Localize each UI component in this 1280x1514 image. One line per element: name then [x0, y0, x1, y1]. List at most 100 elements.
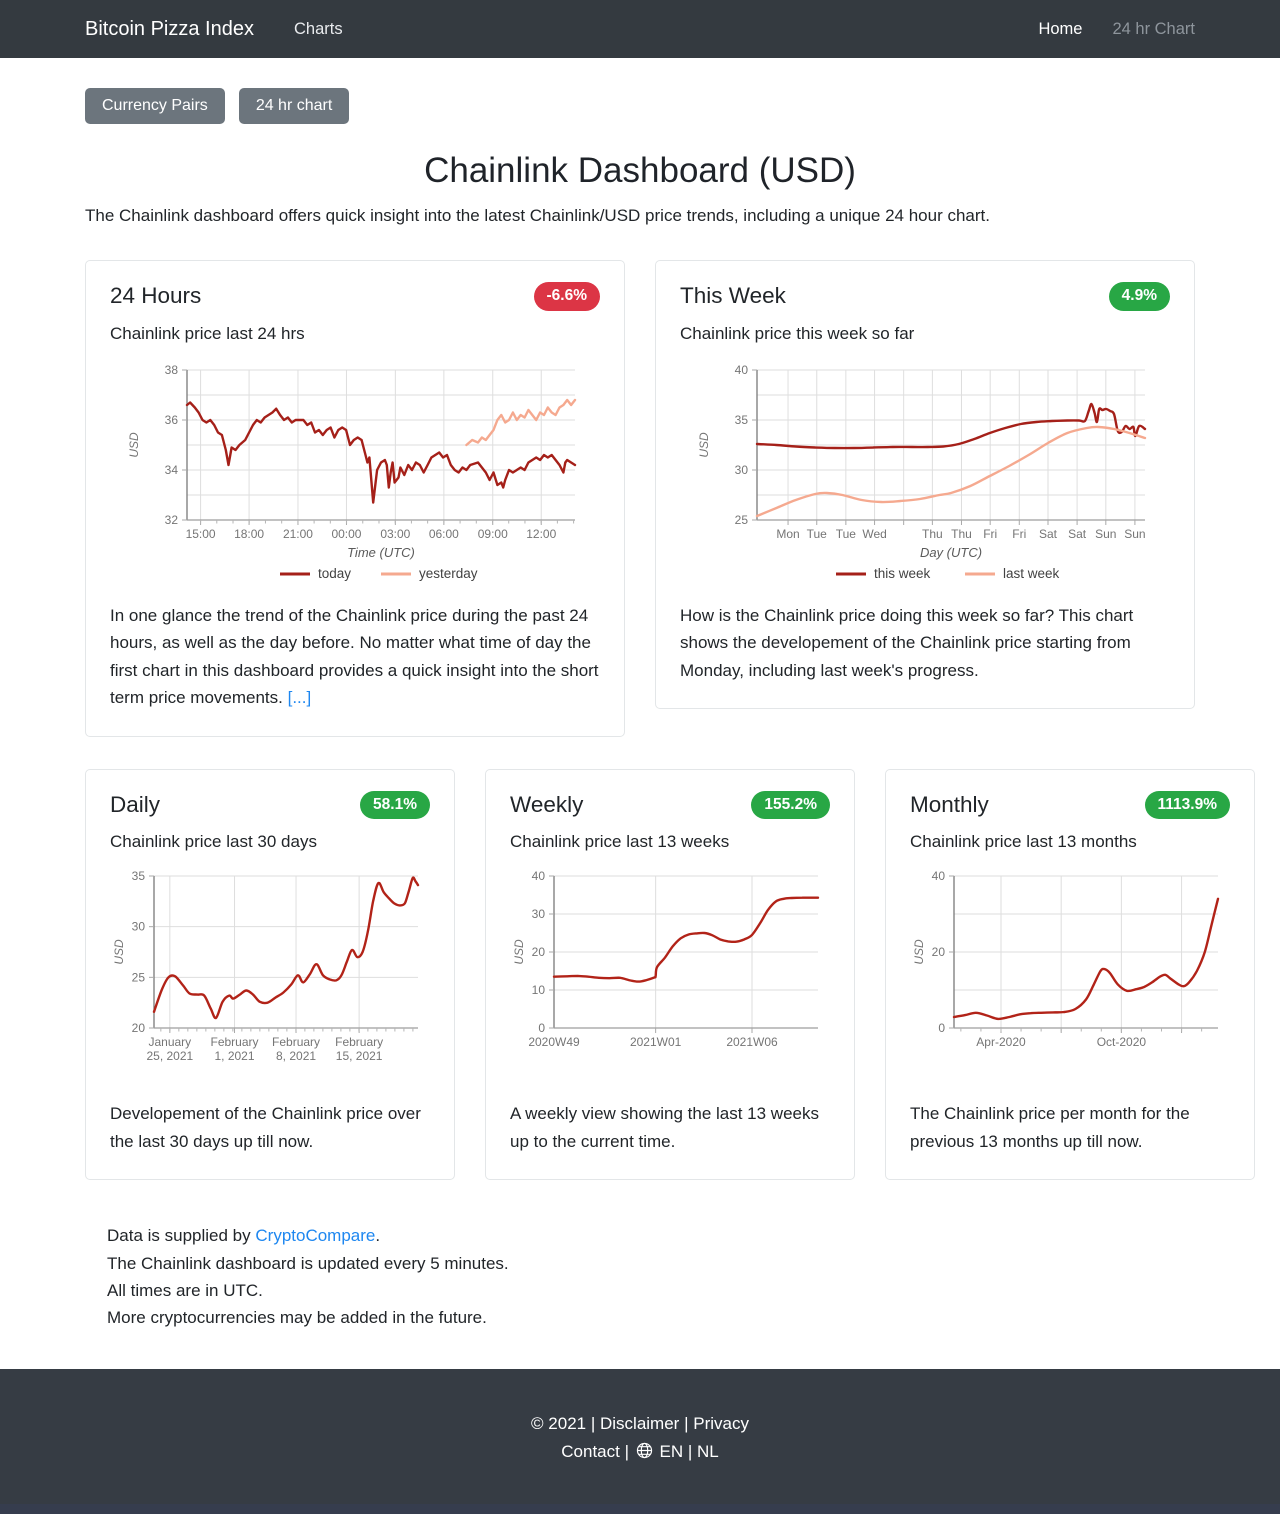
main-content: Currency Pairs 24 hr chart Chainlink Das… — [85, 88, 1255, 1331]
svg-text:Thu: Thu — [951, 527, 972, 541]
footer-line-1: © 2021 | Disclaimer | Privacy — [0, 1414, 1280, 1434]
globe-icon — [636, 1442, 653, 1464]
chart-this-week: 25 30 35 40 Mon Tue Tue Wed Thu Thu Fri Fri Sat Sat Su… — [697, 363, 1147, 581]
navbar: Bitcoin Pizza Index Charts Home 24 hr Ch… — [0, 0, 1280, 58]
card-subtitle-monthly: Chainlink price last 13 months — [910, 832, 1137, 852]
info-line-future: More cryptocurrencies may be added in th… — [107, 1307, 487, 1327]
svg-text:8, 2021: 8, 2021 — [276, 1049, 316, 1063]
svg-text:Sat: Sat — [1068, 527, 1087, 541]
separator: | — [590, 1414, 596, 1434]
svg-text:36: 36 — [165, 413, 179, 427]
change-badge-weekly: 155.2% — [751, 790, 830, 820]
svg-text:Tue: Tue — [836, 527, 857, 541]
svg-text:USD: USD — [512, 939, 526, 965]
svg-text:30: 30 — [735, 463, 749, 477]
svg-text:last week: last week — [1003, 566, 1060, 581]
svg-text:32: 32 — [165, 513, 179, 527]
card-this-week: This Week 4.9% Chainlink price this week… — [655, 260, 1195, 710]
svg-text:10: 10 — [532, 983, 546, 997]
svg-text:00:00: 00:00 — [331, 527, 361, 541]
separator: | — [624, 1442, 630, 1462]
nav-link-24hr-chart[interactable]: 24 hr Chart — [1112, 19, 1195, 38]
svg-text:today: today — [318, 566, 351, 581]
svg-text:Wed: Wed — [862, 527, 886, 541]
svg-text:2021W01: 2021W01 — [630, 1035, 682, 1049]
page-description: The Chainlink dashboard offers quick ins… — [85, 206, 990, 225]
disclaimer-link[interactable]: Disclaimer — [600, 1414, 680, 1434]
svg-text:20: 20 — [132, 1021, 146, 1035]
site-footer: © 2021 | Disclaimer | Privacy Contact | … — [0, 1369, 1280, 1505]
card-title-daily: Daily — [110, 792, 161, 818]
info-line-update: The Chainlink dashboard is updated every… — [107, 1253, 509, 1273]
currency-pairs-button[interactable]: Currency Pairs — [85, 88, 225, 124]
svg-text:40: 40 — [932, 869, 946, 883]
svg-text:Sun: Sun — [1095, 527, 1116, 541]
svg-text:34: 34 — [165, 463, 179, 477]
svg-text:USD: USD — [912, 939, 926, 965]
chart-24-hours: 32 34 36 38 15:00 18:00 21:00 00:00 03:00 06:00 09… — [127, 363, 577, 581]
card-subtitle-weekly: Chainlink price last 13 weeks — [510, 832, 730, 852]
svg-text:25: 25 — [735, 513, 749, 527]
chart-weekly: 0 10 20 30 40 2020W49 2021W01 2021W06 USD — [512, 869, 820, 1049]
card-daily: Daily 58.1% Chainlink price last 30 days… — [85, 768, 455, 1181]
svg-text:Sun: Sun — [1124, 527, 1145, 541]
change-badge-daily: 58.1% — [360, 790, 430, 820]
card-title-weekly: Weekly — [510, 792, 584, 818]
contact-link[interactable]: Contact — [561, 1442, 620, 1462]
svg-text:Oct-2020: Oct-2020 — [1097, 1035, 1147, 1049]
svg-text:35: 35 — [132, 869, 146, 883]
svg-text:Thu: Thu — [922, 527, 943, 541]
svg-text:February: February — [272, 1035, 320, 1049]
svg-text:25, 2021: 25, 2021 — [146, 1049, 193, 1063]
svg-text:38: 38 — [165, 363, 179, 377]
svg-text:40: 40 — [735, 363, 749, 377]
info-text: . — [375, 1226, 381, 1246]
footer-line-2: Contact | EN | NL — [0, 1442, 1280, 1464]
24hr-chart-button[interactable]: 24 hr chart — [238, 88, 350, 124]
lang-nl-link[interactable]: NL — [697, 1442, 719, 1462]
card-description-text: In one glance the trend of the Chainlink… — [110, 605, 599, 708]
card-description-monthly: The Chainlink price per month for the pr… — [910, 1104, 1190, 1151]
change-badge-24-hours: -6.6% — [533, 282, 600, 311]
chart-monthly: 0 20 40 Apr-2020 Oct-2020 USD — [912, 869, 1220, 1049]
read-more-link[interactable]: [...] — [287, 688, 312, 708]
card-description-daily: Developement of the Chainlink price over… — [110, 1104, 421, 1151]
nav-link-home[interactable]: Home — [1038, 19, 1083, 38]
svg-text:1, 2021: 1, 2021 — [214, 1049, 254, 1063]
lang-en-link[interactable]: EN — [659, 1442, 684, 1462]
nav-link-charts[interactable]: Charts — [293, 19, 343, 38]
svg-text:21:00: 21:00 — [283, 527, 313, 541]
card-description-24-hours: In one glance the trend of the Chainlink… — [110, 602, 600, 712]
card-description-weekly: A weekly view showing the last 13 weeks … — [510, 1104, 819, 1151]
svg-text:this week: this week — [874, 566, 931, 581]
svg-text:15:00: 15:00 — [186, 527, 216, 541]
svg-text:15, 2021: 15, 2021 — [336, 1049, 383, 1063]
info-line-data-source: Data is supplied by CryptoCompare. — [107, 1222, 1195, 1249]
change-badge-monthly: 1113.9% — [1144, 790, 1230, 820]
card-title-24-hours: 24 Hours — [110, 283, 202, 309]
separator: | — [687, 1442, 693, 1462]
svg-text:Time (UTC): Time (UTC) — [347, 545, 415, 560]
svg-text:Fri: Fri — [1012, 527, 1026, 541]
brand-link[interactable]: Bitcoin Pizza Index — [85, 17, 254, 40]
svg-text:12:00: 12:00 — [526, 527, 556, 541]
cryptocompare-link[interactable]: CryptoCompare — [255, 1226, 376, 1246]
svg-text:February: February — [335, 1035, 383, 1049]
svg-text:Sat: Sat — [1039, 527, 1058, 541]
svg-text:25: 25 — [132, 971, 146, 985]
info-block: Data is supplied by CryptoCompare. The C… — [107, 1222, 1195, 1331]
svg-text:yesterday: yesterday — [419, 566, 478, 581]
bottom-accent-strip — [0, 1504, 1280, 1514]
change-badge-this-week: 4.9% — [1108, 282, 1170, 311]
svg-text:2021W06: 2021W06 — [726, 1035, 778, 1049]
privacy-link[interactable]: Privacy — [693, 1414, 749, 1434]
card-description-this-week: How is the Chainlink price doing this we… — [680, 605, 1134, 680]
svg-text:20: 20 — [532, 945, 546, 959]
svg-text:0: 0 — [938, 1021, 945, 1035]
card-subtitle-24-hours: Chainlink price last 24 hrs — [110, 323, 305, 343]
svg-text:Day (UTC): Day (UTC) — [920, 545, 982, 560]
navbar-right: Home 24 hr Chart — [1038, 20, 1195, 39]
svg-text:0: 0 — [538, 1021, 545, 1035]
toolbar: Currency Pairs 24 hr chart — [85, 88, 1195, 124]
